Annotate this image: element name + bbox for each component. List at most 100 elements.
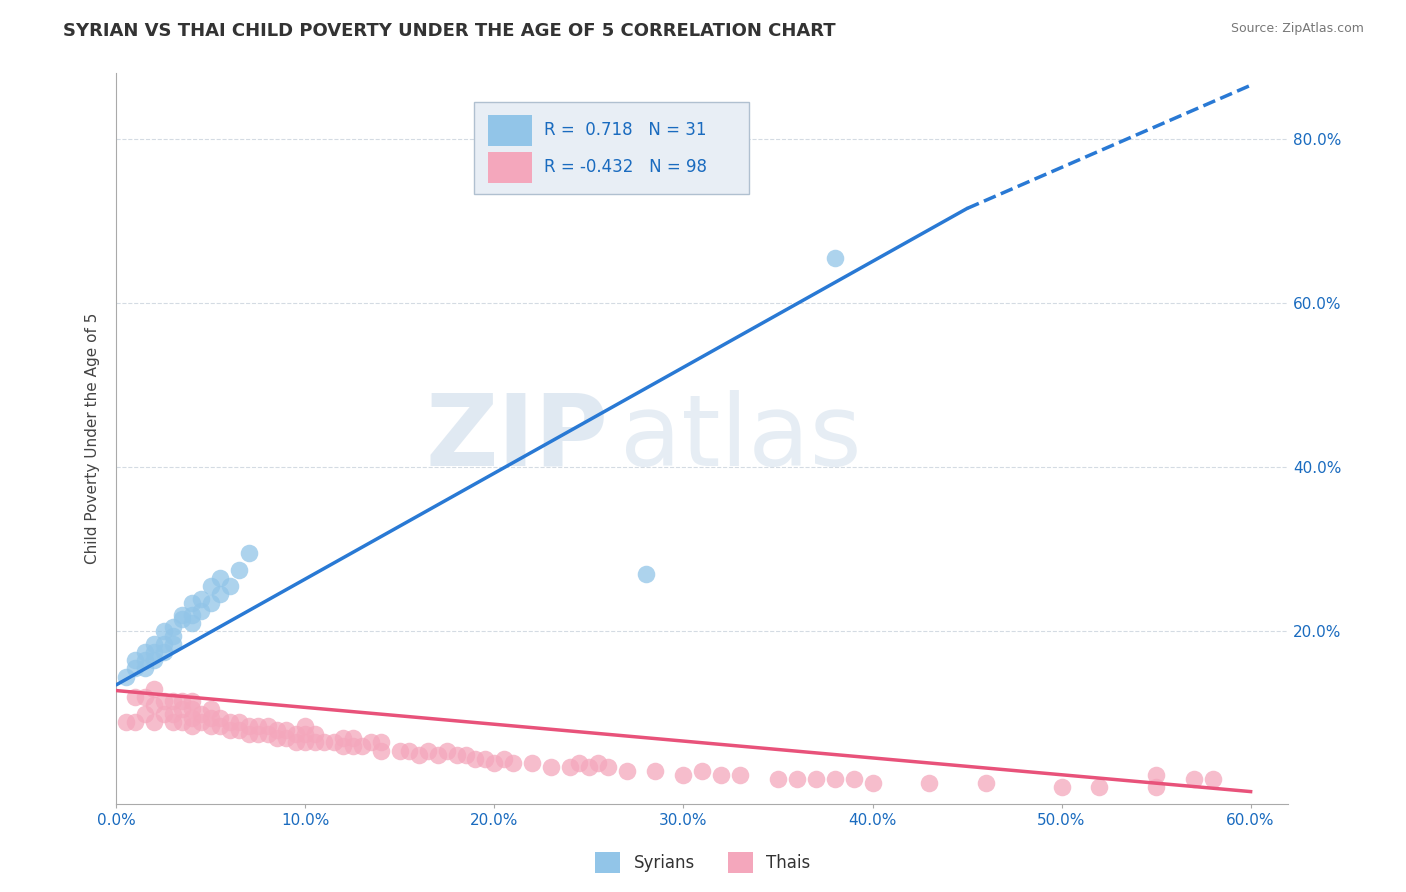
Point xyxy=(180,616,202,631)
Point xyxy=(190,591,212,606)
Point xyxy=(143,714,166,729)
Point xyxy=(200,579,222,593)
Point xyxy=(124,714,146,729)
Point xyxy=(644,764,666,778)
Point xyxy=(314,735,336,749)
Point xyxy=(616,764,638,778)
Point xyxy=(134,645,156,659)
Point xyxy=(114,670,136,684)
Point xyxy=(862,776,884,790)
Point xyxy=(464,752,486,766)
Point xyxy=(134,690,156,705)
Text: R =  0.718   N = 31: R = 0.718 N = 31 xyxy=(544,121,707,139)
Point xyxy=(974,776,997,790)
Point xyxy=(1202,772,1225,787)
Point xyxy=(238,546,260,560)
Point xyxy=(162,706,184,721)
Point xyxy=(332,739,354,754)
Point xyxy=(143,645,166,659)
Point xyxy=(266,723,288,737)
Point xyxy=(360,735,382,749)
Point xyxy=(152,637,174,651)
Point xyxy=(124,690,146,705)
Point xyxy=(209,571,232,585)
Point xyxy=(143,637,166,651)
Text: Source: ZipAtlas.com: Source: ZipAtlas.com xyxy=(1230,22,1364,36)
Point xyxy=(276,731,298,746)
Point xyxy=(436,743,458,757)
Point xyxy=(172,612,194,626)
Point xyxy=(1088,780,1111,795)
Point xyxy=(209,719,232,733)
Point xyxy=(596,760,619,774)
Text: ZIP: ZIP xyxy=(426,390,609,487)
Point xyxy=(294,735,316,749)
Point xyxy=(454,747,477,762)
Point xyxy=(824,772,846,787)
Point xyxy=(180,596,202,610)
Point xyxy=(238,719,260,733)
Point xyxy=(238,727,260,741)
Point xyxy=(162,629,184,643)
Point xyxy=(388,743,411,757)
Point xyxy=(218,579,240,593)
Point xyxy=(200,702,222,716)
Point xyxy=(578,760,600,774)
Point xyxy=(710,768,733,782)
Point xyxy=(492,752,515,766)
Point xyxy=(842,772,865,787)
Point xyxy=(114,714,136,729)
Point xyxy=(418,743,440,757)
Point xyxy=(352,739,374,754)
Point xyxy=(152,645,174,659)
Point xyxy=(162,620,184,634)
Point xyxy=(200,711,222,725)
Point xyxy=(256,719,278,733)
Point xyxy=(540,760,562,774)
Point xyxy=(522,756,544,770)
Point xyxy=(228,563,250,577)
Point xyxy=(180,702,202,716)
Point xyxy=(918,776,941,790)
Point xyxy=(1144,780,1167,795)
Point xyxy=(398,743,420,757)
Point xyxy=(209,587,232,601)
Point xyxy=(370,743,392,757)
Point xyxy=(143,681,166,696)
Point xyxy=(218,723,240,737)
Point xyxy=(228,723,250,737)
Text: SYRIAN VS THAI CHILD POVERTY UNDER THE AGE OF 5 CORRELATION CHART: SYRIAN VS THAI CHILD POVERTY UNDER THE A… xyxy=(63,22,837,40)
Point xyxy=(124,653,146,667)
Point xyxy=(172,607,194,622)
Point xyxy=(152,694,174,708)
Point xyxy=(342,731,364,746)
Point xyxy=(408,747,430,762)
Text: R = -0.432   N = 98: R = -0.432 N = 98 xyxy=(544,158,707,176)
Text: atlas: atlas xyxy=(620,390,862,487)
Point xyxy=(1182,772,1205,787)
Point xyxy=(332,731,354,746)
Point xyxy=(180,607,202,622)
Point xyxy=(172,702,194,716)
Point xyxy=(256,727,278,741)
Point xyxy=(190,706,212,721)
Point xyxy=(304,735,326,749)
Y-axis label: Child Poverty Under the Age of 5: Child Poverty Under the Age of 5 xyxy=(86,313,100,564)
Point xyxy=(172,694,194,708)
Point xyxy=(247,719,270,733)
Point xyxy=(247,727,270,741)
Point xyxy=(474,752,496,766)
Point xyxy=(342,739,364,754)
Point xyxy=(180,719,202,733)
Point xyxy=(134,653,156,667)
Point xyxy=(692,764,714,778)
Point xyxy=(190,714,212,729)
Point xyxy=(172,714,194,729)
Point xyxy=(152,706,174,721)
Point xyxy=(446,747,468,762)
FancyBboxPatch shape xyxy=(474,103,749,194)
Point xyxy=(143,653,166,667)
Point xyxy=(162,694,184,708)
Point xyxy=(766,772,789,787)
Point xyxy=(180,711,202,725)
